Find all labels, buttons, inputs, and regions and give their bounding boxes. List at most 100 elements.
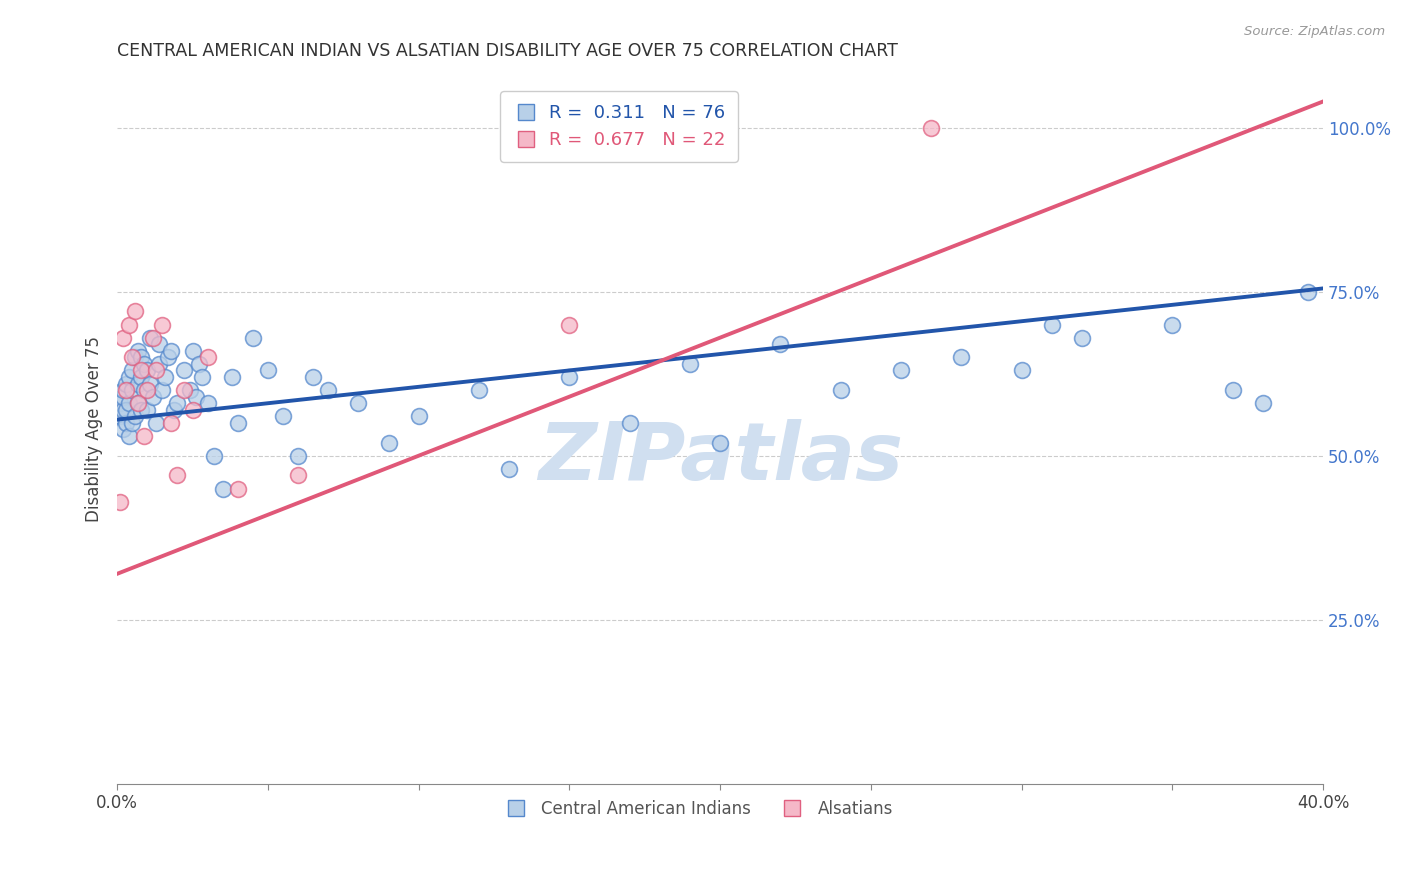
Point (131, 363, 153, 377)
Point (155, 370, 177, 384)
Point (287, 468, 309, 483)
Point (1040, 318, 1063, 332)
Point (1251, 396, 1274, 410)
Point (950, 351, 973, 365)
Text: Source: ZipAtlas.com: Source: ZipAtlas.com (1244, 25, 1385, 38)
Point (145, 363, 167, 377)
Point (179, 383, 201, 397)
Point (558, 370, 581, 384)
Point (347, 396, 370, 410)
Point (890, 363, 912, 377)
Point (619, 416, 641, 430)
Point (173, 363, 195, 377)
Point (163, 402, 186, 417)
Point (211, 482, 233, 496)
Point (148, 337, 170, 351)
Point (139, 331, 162, 345)
Point (160, 343, 183, 358)
Point (160, 416, 183, 430)
Point (181, 402, 204, 417)
Point (166, 396, 188, 410)
Point (108, 396, 131, 410)
Point (408, 409, 430, 424)
Point (679, 357, 702, 371)
Point (127, 396, 149, 410)
Point (181, 343, 204, 358)
Point (709, 435, 731, 450)
Point (1011, 363, 1033, 377)
Point (142, 390, 165, 404)
Y-axis label: Disability Age Over 75: Disability Age Over 75 (86, 336, 103, 523)
Point (920, 120, 942, 135)
Point (287, 449, 309, 463)
Point (112, 422, 135, 436)
Point (118, 396, 141, 410)
Point (1161, 318, 1184, 332)
Point (226, 416, 249, 430)
Point (118, 318, 141, 332)
Point (257, 363, 280, 377)
Point (152, 383, 174, 397)
Point (226, 482, 249, 496)
Point (830, 383, 852, 397)
Legend: Central American Indians, Alsatians: Central American Indians, Alsatians (492, 794, 900, 825)
Point (166, 468, 188, 483)
Point (1296, 285, 1319, 299)
Point (145, 416, 167, 430)
Point (124, 304, 146, 318)
Point (112, 390, 135, 404)
Point (115, 383, 138, 397)
Point (121, 416, 143, 430)
Point (124, 409, 146, 424)
Point (148, 357, 170, 371)
Point (134, 383, 156, 397)
Point (197, 351, 219, 365)
Point (134, 357, 156, 371)
Point (131, 402, 153, 417)
Point (131, 351, 153, 365)
Point (127, 343, 149, 358)
Text: CENTRAL AMERICAN INDIAN VS ALSATIAN DISABILITY AGE OVER 75 CORRELATION CHART: CENTRAL AMERICAN INDIAN VS ALSATIAN DISA… (117, 42, 898, 60)
Point (118, 429, 141, 443)
Point (152, 318, 174, 332)
Point (190, 370, 212, 384)
Point (121, 351, 143, 365)
Point (271, 409, 294, 424)
Point (316, 383, 339, 397)
Point (136, 402, 159, 417)
Point (136, 383, 159, 397)
Point (558, 318, 581, 332)
Point (139, 376, 162, 391)
Point (108, 409, 131, 424)
Point (157, 351, 180, 365)
Point (498, 462, 520, 476)
Point (142, 331, 165, 345)
Point (769, 337, 792, 351)
Point (115, 402, 138, 417)
Point (131, 370, 153, 384)
Point (187, 357, 209, 371)
Point (468, 383, 491, 397)
Point (115, 416, 138, 430)
Point (127, 396, 149, 410)
Point (112, 383, 135, 397)
Point (197, 396, 219, 410)
Point (115, 376, 138, 391)
Point (221, 370, 243, 384)
Point (108, 494, 131, 508)
Point (121, 363, 143, 377)
Point (134, 429, 156, 443)
Point (118, 370, 141, 384)
Point (124, 351, 146, 365)
Point (127, 376, 149, 391)
Text: ZIPatlas: ZIPatlas (537, 419, 903, 497)
Point (1071, 331, 1094, 345)
Point (377, 435, 399, 450)
Point (173, 383, 195, 397)
Point (1222, 383, 1244, 397)
Point (112, 331, 135, 345)
Point (202, 449, 225, 463)
Point (136, 363, 159, 377)
Point (242, 331, 264, 345)
Point (121, 383, 143, 397)
